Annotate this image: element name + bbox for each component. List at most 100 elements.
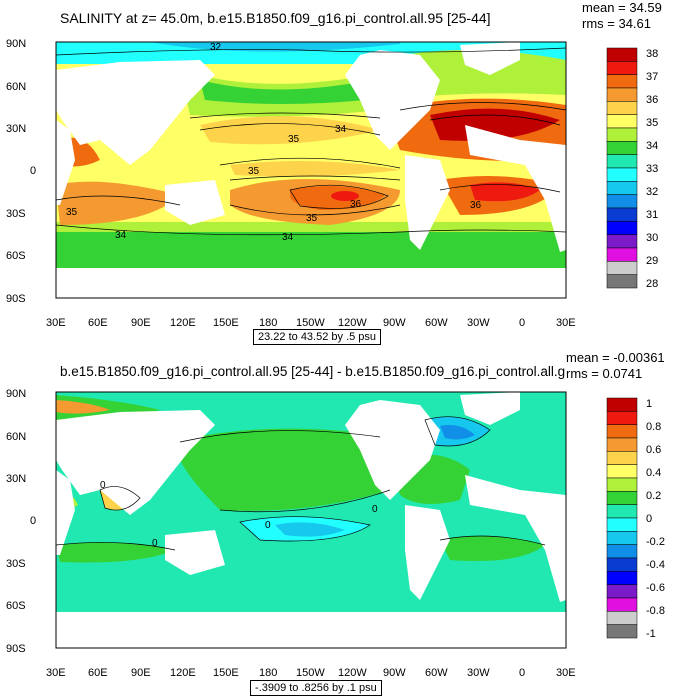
colorbar-label: 28	[646, 278, 658, 290]
africa	[465, 475, 566, 602]
lon-label: 60W	[425, 317, 448, 329]
equatorial-band	[230, 161, 400, 177]
panel2-title: b.e15.B1850.f09_g16.pi_control.all.95 [2…	[60, 364, 565, 379]
colorbar-swatch	[606, 261, 638, 275]
lon-label: 60W	[425, 667, 448, 679]
southern-ocean-transition	[56, 222, 566, 232]
colorbar-label: -0.6	[646, 582, 665, 594]
lon-label: 30E	[556, 317, 576, 329]
colorbar-swatch	[606, 451, 638, 465]
colorbar-label: 30	[646, 232, 658, 244]
lon-label: 120W	[338, 317, 367, 329]
lon-label: 0	[519, 667, 525, 679]
colorbar-swatch	[606, 194, 638, 209]
lon-label: 60E	[88, 317, 108, 329]
lon-label: 90E	[131, 317, 151, 329]
contour-label: 0	[372, 504, 378, 515]
colorbar-label: -1	[646, 628, 656, 640]
colorbar-label: 38	[646, 48, 658, 60]
panel1-frame	[55, 41, 567, 299]
lat-label: 30N	[6, 473, 26, 485]
contour-label: 35	[66, 207, 78, 218]
lon-label: 30E	[556, 667, 576, 679]
antarctica	[56, 268, 566, 298]
lon-label: 120W	[338, 667, 367, 679]
colorbar-label: 0.2	[646, 490, 661, 502]
colorbar-swatch	[606, 477, 638, 492]
colorbar-label: 31	[646, 209, 658, 221]
lon-label: 150W	[296, 317, 325, 329]
colorbar-label: 35	[646, 117, 658, 129]
colorbar-swatch	[606, 597, 638, 612]
colorbar-swatch	[606, 397, 638, 412]
south-america	[405, 155, 450, 250]
colorbar-swatch	[606, 207, 638, 222]
panel1-map: 32 34 35 35 36 35 35 34 34 36 90N 60N 30…	[6, 38, 658, 329]
panel2-map: 0 0 0 0 90N 60N 30N 0 30S 60S 90S 30E 60…	[6, 388, 665, 679]
south-pacific-peak	[331, 191, 359, 201]
colorbar-label: -0.8	[646, 605, 665, 617]
colorbar-label: 32	[646, 186, 658, 198]
australia	[165, 180, 225, 225]
lon-label: 0	[519, 317, 525, 329]
colorbar-swatch	[606, 47, 638, 62]
contour-label: 34	[115, 230, 127, 241]
panel2-range-note: -.3909 to .8256 by .1 psu	[250, 680, 382, 696]
lat-label: 60S	[6, 250, 26, 262]
colorbar-label: 0	[646, 513, 652, 525]
colorbar-swatch	[606, 61, 638, 75]
contour-lines	[56, 47, 566, 236]
colorbar-swatch	[606, 234, 638, 249]
lon-label: 150E	[213, 317, 239, 329]
panel1-colorbar	[606, 47, 638, 289]
contour-label: 0	[100, 480, 106, 491]
lat-label: 90S	[6, 643, 26, 655]
africa-east	[56, 470, 75, 555]
colorbar-label: 37	[646, 71, 658, 83]
colorbar-label: 0.8	[646, 421, 661, 433]
africa	[465, 125, 566, 252]
lat-label: 30S	[6, 208, 26, 220]
contour-label: 35	[288, 134, 300, 145]
lon-label: 180	[259, 667, 277, 679]
colorbar-swatch	[606, 247, 638, 262]
panel1-range-note: 23.22 to 43.52 by .5 psu	[253, 329, 382, 345]
south-pacific-negative-core	[275, 522, 345, 537]
colorbar-swatch	[606, 624, 638, 639]
colorbar-swatch	[606, 491, 638, 505]
africa-east	[56, 120, 75, 205]
colorbar-label: 36	[646, 94, 658, 106]
colorbar-swatch	[606, 411, 638, 425]
lon-label: 150W	[296, 667, 325, 679]
south-america	[405, 505, 450, 600]
colorbar-label: -0.4	[646, 559, 665, 571]
north-pacific-low	[200, 80, 365, 104]
colorbar-swatch	[606, 571, 638, 585]
colorbar-swatch	[606, 274, 638, 289]
colorbar-label: -0.2	[646, 536, 665, 548]
contour-label: 0	[152, 538, 158, 549]
lon-label: 30E	[46, 317, 66, 329]
north-pacific-positive	[180, 428, 390, 511]
colorbar-label: 0.4	[646, 467, 661, 479]
contour-label: 34	[335, 124, 347, 135]
colorbar-swatch	[606, 87, 638, 102]
contour-label: 0	[265, 520, 271, 531]
colorbar-swatch	[606, 221, 638, 235]
eurasia	[56, 410, 215, 515]
southern-ocean-band	[56, 230, 566, 268]
southern-ocean	[56, 580, 566, 612]
lat-label: 0	[30, 165, 36, 177]
contour-label: 35	[248, 166, 260, 177]
contour-label: 35	[306, 213, 318, 224]
lat-label: 30N	[6, 123, 26, 135]
panel1-rms: rms = 34.61	[582, 16, 652, 31]
lon-label: 30W	[467, 317, 490, 329]
north-pacific-gyre	[200, 116, 380, 145]
colorbar-swatch	[606, 437, 638, 452]
lat-label: 90N	[6, 388, 26, 400]
colorbar-swatch	[606, 424, 638, 439]
lon-label: 90W	[383, 667, 406, 679]
lat-label: 60N	[6, 431, 26, 443]
panel2-rms: rms = 0.0741	[566, 366, 643, 381]
